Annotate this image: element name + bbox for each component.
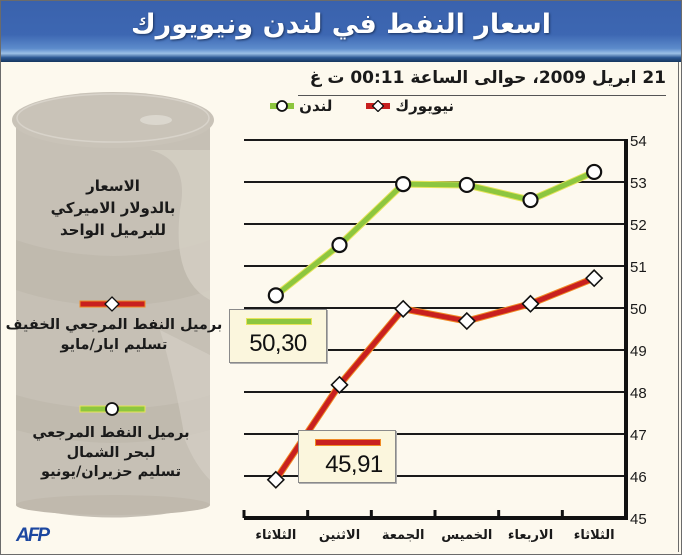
london-callout-swatch	[246, 318, 312, 325]
afp-logo: AFP	[16, 525, 50, 546]
barrel-london-desc: برميل النفط المرجعي لبحر الشمال تسليم حز…	[6, 424, 216, 483]
diamond-marker-icon	[585, 269, 604, 288]
y-tick-label: 46	[630, 469, 647, 486]
legend-label-london: لندن	[299, 97, 333, 115]
y-tick-label: 51	[630, 259, 647, 276]
newyork-callout-value: 45,91	[325, 451, 383, 478]
x-tick-label: الجمعة	[382, 528, 425, 543]
legend-label-newyork: نيويورك	[395, 97, 454, 115]
y-tick-label: 45	[630, 511, 647, 528]
newyork-value-callout: 45,91	[298, 430, 396, 483]
circle-marker-icon	[267, 287, 284, 304]
barrel-newyork-desc: برميل النفط المرجعي الخفيف تسليم ايار/ما…	[0, 316, 228, 355]
london-desc-line-1: برميل النفط المرجعي	[32, 425, 190, 441]
circle-marker-icon	[270, 99, 295, 113]
circle-marker-icon	[586, 163, 603, 181]
units-line-2: بالدولار الاميركي	[50, 198, 176, 217]
barrel-units-label: الاسعار بالدولار الاميركي للبرميل الواحد	[16, 176, 210, 241]
london-value-callout: 50,30	[229, 309, 327, 363]
circle-marker-icon	[522, 191, 539, 209]
diamond-marker-icon	[266, 470, 285, 489]
y-tick-label: 47	[630, 427, 647, 444]
units-line-1: الاسعار	[86, 177, 140, 195]
series-line	[274, 169, 596, 298]
subtitle-underline	[298, 95, 666, 96]
legend-item-newyork: نيويورك	[366, 97, 454, 115]
london-desc-line-3: تسليم حزيران/يونيو	[40, 464, 182, 481]
y-tick-label: 54	[630, 133, 647, 150]
diamond-marker-icon	[394, 299, 413, 318]
x-tick-label: الاثنين	[319, 528, 360, 543]
london-desc-line-2: لبحر الشمال	[66, 444, 156, 461]
frame-right-rule	[678, 62, 679, 552]
header-banner: اسعار النفط في لندن ونيويورك	[1, 1, 681, 62]
y-tick-label: 50	[630, 301, 647, 318]
chart-legend: نيويورك لندن	[270, 97, 454, 115]
legend-item-london: لندن	[270, 97, 332, 115]
newyork-callout-swatch	[315, 439, 381, 446]
circle-marker-icon	[331, 236, 348, 254]
chart-subtitle: 21 ابريل 2009، حوالى الساعة 00:11 ت غ	[309, 68, 666, 88]
units-line-3: للبرميل الواحد	[59, 220, 167, 239]
newyork-desc-line-1: برميل النفط المرجعي الخفيف	[5, 317, 223, 333]
y-tick-label: 48	[630, 385, 647, 402]
x-tick-label: الخميس	[441, 528, 492, 543]
series-line	[273, 275, 596, 482]
diamond-marker-icon	[457, 311, 476, 331]
page-title: اسعار النفط في لندن ونيويورك	[130, 9, 552, 40]
london-callout-value: 50,30	[249, 330, 307, 357]
x-tick-label: الاربعاء	[508, 528, 553, 543]
x-tick-label: الثلاثاء	[255, 528, 296, 543]
y-tick-label: 49	[630, 343, 647, 360]
newyork-desc-line-2: تسليم ايار/مايو	[60, 336, 168, 353]
diamond-marker-icon	[330, 375, 349, 394]
diamond-marker-icon	[366, 99, 391, 113]
circle-marker-icon	[458, 176, 475, 194]
x-tick-label: الثلاثاء	[574, 528, 615, 543]
y-tick-label: 52	[630, 217, 647, 234]
y-tick-label: 53	[630, 175, 647, 192]
diamond-marker-icon	[521, 294, 540, 313]
circle-marker-icon	[395, 176, 412, 193]
